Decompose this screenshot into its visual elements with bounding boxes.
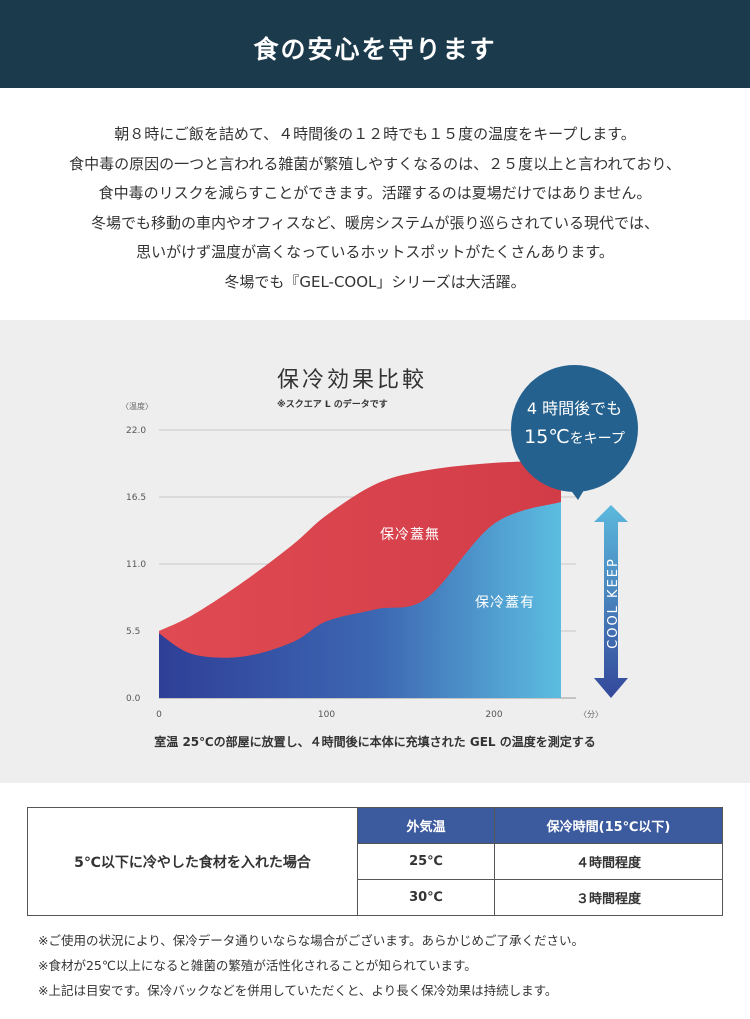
- table-condition: 5℃以下に冷やした食材を入れた場合: [28, 808, 358, 915]
- y-axis-label: 〈温度〉: [121, 401, 153, 411]
- note-line: ※食材が25℃以上になると雑菌の繁殖が活性化されることが知られています。: [38, 958, 477, 973]
- x-axis-label: 〈分〉: [579, 710, 603, 719]
- cool-keep-label: COOL KEEP: [606, 557, 621, 649]
- y-tick-label: 5.5: [126, 627, 140, 637]
- bubble-badge: [511, 365, 638, 492]
- table-cell: ４時間程度: [495, 843, 722, 879]
- intro-text: 朝８時にご飯を詰めて、４時間後の１２時でも１５度の温度をキープします。 食中毒の…: [0, 120, 750, 297]
- note-line: ※上記は目安です。保冷バックなどを併用していただくと、より長く保冷効果は持続しま…: [38, 983, 558, 998]
- intro-line: 朝８時にご飯を詰めて、４時間後の１２時でも１５度の温度をキープします。: [114, 125, 636, 143]
- intro-line: 冬場でも移動の車内やオフィスなど、暖房システムが張り巡らされている現代では、: [90, 213, 660, 232]
- cool-keep-arrow: [594, 505, 628, 698]
- x-tick-label: 200: [485, 710, 502, 720]
- intro-line: 思いがけず温度が高くなっているホットスポットがたくさんあります。: [136, 243, 614, 261]
- table-header-time: 保冷時間(15℃以下): [495, 808, 722, 843]
- header-bar: 食の安心を守ります: [0, 0, 750, 88]
- table-cell: 30℃: [358, 879, 495, 915]
- chart-title: 保冷効果比較: [277, 368, 428, 393]
- notes: ※ご使用の状況により、保冷データ通りいならな場合がございます。あらかじめご了承く…: [38, 928, 584, 1003]
- cooling-chart: 22.0 16.5 11.0 5.5 0.0 〈温度〉 0 100 200 〈分〉 保冷蓋無保冷蓋…: [121, 401, 628, 720]
- intro-line: 冬場でも『GEL-COOL」シリーズは大活躍。: [224, 272, 526, 291]
- y-tick-label: 16.5: [126, 493, 146, 503]
- spec-table: 5℃以下に冷やした食材を入れた場合 外気温 保冷時間(15℃以下) 25℃ ４時…: [27, 807, 723, 916]
- chart-caption: 室温 25℃の部屋に放置し、４時間後に本体に充填された GEL の温度を測定する: [154, 735, 596, 749]
- y-tick-label: 0.0: [126, 694, 141, 704]
- bubble-line2: 15℃をキープ: [511, 423, 638, 453]
- bubble-keep: をキープ: [569, 431, 625, 447]
- bubble-line1: 4 時間後でも: [526, 399, 623, 418]
- table-cell: ３時間程度: [495, 879, 722, 915]
- bubble-temp: 15℃: [524, 426, 570, 448]
- table-cell: 25℃: [358, 843, 495, 879]
- note-line: ※ご使用の状況により、保冷データ通りいならな場合がございます。あらかじめご了承く…: [38, 933, 584, 948]
- chart-note: ※スクエア L のデータです: [277, 400, 388, 410]
- series-label-no-lid: 保冷蓋無: [380, 527, 440, 543]
- x-tick-label: 0: [156, 710, 162, 720]
- intro-line: 食中毒のリスクを減らすことができます。活躍するのは夏場だけではありません。: [98, 184, 652, 202]
- bubble-text: 4 時間後でも 15℃をキープ: [511, 395, 638, 453]
- y-tick-label: 22.0: [126, 426, 146, 436]
- page-title: 食の安心を守ります: [253, 35, 497, 64]
- series-area-with-lid: [159, 501, 561, 698]
- series-label-with-lid: 保冷蓋有: [475, 595, 535, 611]
- y-tick-label: 11.0: [126, 560, 146, 570]
- x-tick-label: 100: [318, 710, 335, 720]
- intro-line: 食中毒の原因の一つと言われる雑菌が繁殖しやすくなるのは、２５度以上と言われており…: [69, 154, 681, 173]
- table-header-temp: 外気温: [358, 808, 495, 843]
